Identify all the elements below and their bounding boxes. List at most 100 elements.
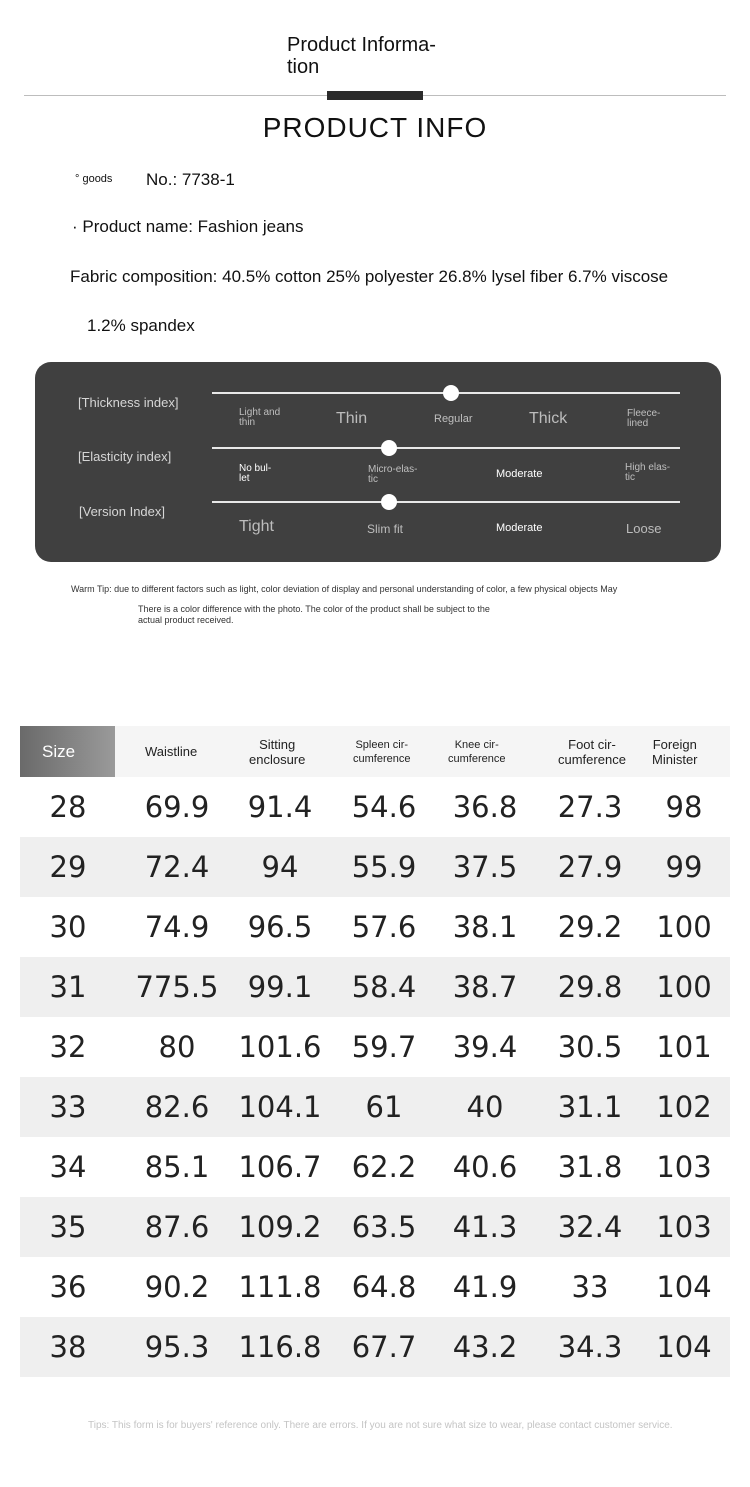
elasticity-option-moderate: Moderate [496, 468, 543, 480]
cell-spleen-circumference: 62.2 [351, 1150, 417, 1184]
cell-sitting-enclosure: 111.8 [238, 1270, 322, 1304]
table-row: 35 87.6 109.2 63.5 41.3 32.4 103 [20, 1197, 730, 1257]
cell-sitting-enclosure: 101.6 [238, 1030, 322, 1064]
cell-foreign-minister: 100 [656, 910, 712, 944]
cell-knee-circumference: 40.6 [452, 1150, 518, 1184]
cell-foreign-minister: 103 [656, 1210, 712, 1244]
cell-knee-circumference: 37.5 [452, 850, 518, 884]
cell-waistline: 87.6 [144, 1210, 210, 1244]
cell-knee-circumference: 36.8 [452, 790, 518, 824]
cell-spleen-circumference: 59.7 [351, 1030, 417, 1064]
table-row: 32 80 101.6 59.7 39.4 30.5 101 [20, 1017, 730, 1077]
elasticity-index-knob [381, 440, 397, 456]
version-index-track [212, 501, 680, 503]
elasticity-index-track [212, 447, 680, 449]
table-row: 33 82.6 104.1 61 40 31.1 102 [20, 1077, 730, 1137]
product-name: · Product name: Fashion jeans [72, 217, 304, 236]
table-row: 30 74.9 96.5 57.6 38.1 29.2 100 [20, 897, 730, 957]
header-knee-circumference: Knee cir-cumference [448, 738, 506, 765]
cell-sitting-enclosure: 104.1 [238, 1090, 322, 1124]
cell-size: 31 [49, 970, 87, 1004]
cell-foreign-minister: 100 [656, 970, 712, 1004]
size-table: Size Waistline Sitting enclosure Spleen c… [20, 726, 730, 1377]
cell-knee-circumference: 41.9 [452, 1270, 518, 1304]
thickness-option-thick: Thick [529, 410, 568, 427]
cell-size: 32 [49, 1030, 87, 1064]
fabric-composition: Fabric composition: 40.5% cotton 25% pol… [70, 267, 669, 286]
cell-spleen-circumference: 54.6 [351, 790, 417, 824]
header-waistline: Waistline [145, 744, 198, 759]
cell-foreign-minister: 99 [665, 850, 703, 884]
cell-foot-circumference: 29.2 [557, 910, 623, 944]
cell-foreign-minister: 98 [665, 790, 703, 824]
elasticity-option-no-bullet: No bul-let [239, 463, 272, 484]
cell-waistline: 72.4 [144, 850, 210, 884]
header-sitting-enclosure: Sitting enclosure [249, 736, 306, 767]
warm-tip: Warm Tip: due to different factors such … [71, 584, 618, 594]
cell-spleen-circumference: 67.7 [351, 1330, 417, 1364]
thickness-index-knob [443, 385, 459, 401]
warm-tip-cont: There is a color difference with the pho… [138, 604, 490, 625]
cell-sitting-enclosure: 106.7 [238, 1150, 322, 1184]
page-title: PRODUCT INFO [262, 112, 488, 143]
cell-waistline: 775.5 [135, 970, 219, 1004]
cell-knee-circumference: 40 [466, 1090, 504, 1124]
table-row: 31 775.5 99.1 58.4 38.7 29.8 100 [20, 957, 730, 1017]
header-size: Size [20, 726, 115, 777]
cell-size: 30 [49, 910, 87, 944]
cell-sitting-enclosure: 99.1 [247, 970, 313, 1004]
cell-sitting-enclosure: 109.2 [238, 1210, 322, 1244]
cell-spleen-circumference: 57.6 [351, 910, 417, 944]
cell-waistline: 95.3 [144, 1330, 210, 1364]
cell-spleen-circumference: 63.5 [351, 1210, 417, 1244]
cell-foot-circumference: 33 [571, 1270, 609, 1304]
cell-foot-circumference: 27.3 [557, 790, 623, 824]
cell-knee-circumference: 39.4 [452, 1030, 518, 1064]
section-title: Product Informa- tion [287, 34, 487, 78]
cell-size: 34 [49, 1150, 87, 1184]
footer-tip: Tips: This form is for buyers' reference… [88, 1420, 673, 1431]
elasticity-index-label: [Elasticity index] [78, 449, 172, 464]
cell-foreign-minister: 104 [656, 1330, 712, 1364]
cell-spleen-circumference: 58.4 [351, 970, 417, 1004]
version-index-label: [Version Index] [79, 504, 165, 519]
elasticity-option-high-elastic: High elas-tic [625, 462, 671, 483]
cell-knee-circumference: 38.7 [452, 970, 518, 1004]
goods-number: No.: 7738-1 [146, 170, 235, 189]
cell-size: 29 [49, 850, 87, 884]
header-spleen-circumference: Spleen cir-cumference [353, 738, 411, 765]
table-row: 34 85.1 106.7 62.2 40.6 31.8 103 [20, 1137, 730, 1197]
table-row: 38 95.3 116.8 67.7 43.2 34.3 104 [20, 1317, 730, 1377]
table-header-row: Size Waistline Sitting enclosure Spleen c… [20, 726, 730, 777]
cell-size: 28 [49, 790, 87, 824]
cell-size: 33 [49, 1090, 87, 1124]
cell-knee-circumference: 38.1 [452, 910, 518, 944]
thickness-option-regular: Regular [434, 413, 473, 425]
cell-foreign-minister: 101 [656, 1030, 712, 1064]
elasticity-option-micro-elastic: Micro-elas-tic [368, 464, 418, 485]
fabric-composition-cont: 1.2% spandex [87, 316, 195, 335]
cell-foot-circumference: 29.8 [557, 970, 623, 1004]
version-index-knob [381, 494, 397, 510]
cell-waistline: 82.6 [144, 1090, 210, 1124]
cell-foot-circumference: 27.9 [557, 850, 623, 884]
cell-size: 36 [49, 1270, 87, 1304]
cell-spleen-circumference: 64.8 [351, 1270, 417, 1304]
version-option-moderate: Moderate [496, 522, 543, 534]
cell-waistline: 69.9 [144, 790, 210, 824]
cell-foot-circumference: 34.3 [557, 1330, 623, 1364]
cell-foreign-minister: 102 [656, 1090, 712, 1124]
header-accent-bar [327, 91, 423, 100]
index-panel [35, 362, 721, 562]
cell-foot-circumference: 31.1 [557, 1090, 623, 1124]
cell-knee-circumference: 43.2 [452, 1330, 518, 1364]
cell-sitting-enclosure: 116.8 [238, 1330, 322, 1364]
thickness-option-thin: Thin [336, 410, 368, 427]
version-option-tight: Tight [239, 518, 274, 535]
section-title-line1: Product Informa- [287, 34, 436, 56]
cell-foot-circumference: 30.5 [557, 1030, 623, 1064]
cell-foot-circumference: 31.8 [557, 1150, 623, 1184]
version-option-loose: Loose [626, 521, 662, 536]
cell-sitting-enclosure: 96.5 [247, 910, 313, 944]
cell-waistline: 74.9 [144, 910, 210, 944]
